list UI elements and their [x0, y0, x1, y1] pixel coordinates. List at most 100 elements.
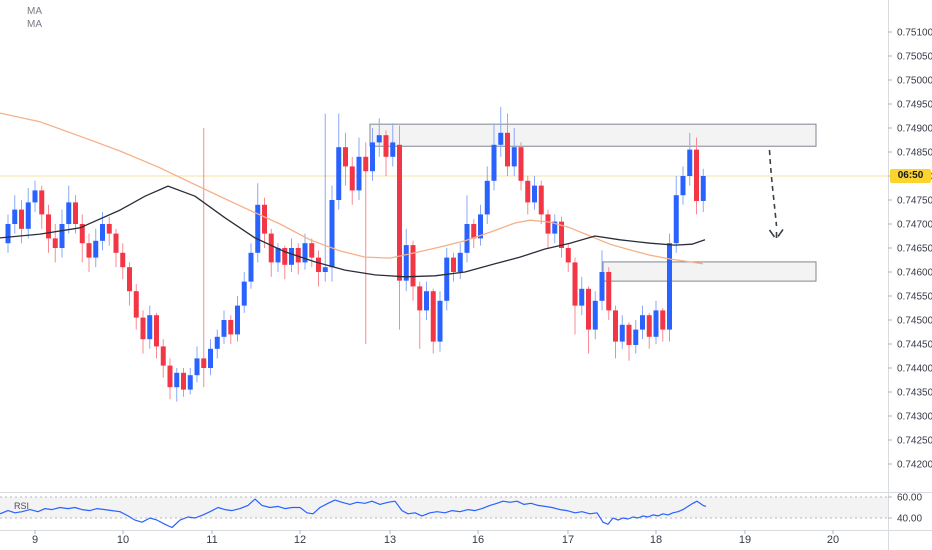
candle-body: [592, 300, 598, 330]
candle: [518, 142, 524, 191]
candle: [46, 204, 51, 253]
candle-body: [484, 180, 490, 215]
candle: [201, 128, 207, 388]
candle-body: [32, 190, 38, 203]
candle: [471, 219, 477, 248]
candle: [511, 128, 517, 176]
price-tick-label: 0.74600: [897, 268, 932, 279]
candle-body: [133, 291, 139, 318]
rsi-tick-label: 40.00: [897, 514, 922, 525]
candle-body: [73, 202, 78, 224]
time-axis[interactable]: 9 10 11 12 13 16 17 18 19 20: [32, 530, 839, 546]
candle: [133, 284, 139, 330]
demand-zone-rect[interactable]: [602, 261, 817, 282]
legend-ma-1[interactable]: MA: [27, 6, 42, 17]
candle: [633, 320, 639, 354]
candle-body: [586, 288, 591, 330]
candle-body: [19, 209, 24, 229]
candle: [214, 329, 220, 359]
rsi-legend-label[interactable]: RSI: [14, 501, 30, 511]
arrow-annotation[interactable]: [768, 149, 784, 238]
candle-body: [228, 320, 234, 335]
candle: [667, 233, 672, 342]
price-axis[interactable]: 0.75100 0.75050 0.75000 0.74950 0.74900 0.748…: [888, 28, 932, 525]
candle: [673, 176, 679, 253]
candle: [687, 132, 693, 186]
candle-body: [160, 346, 166, 366]
candle-body: [349, 166, 355, 191]
candle-body: [383, 135, 389, 157]
candle: [295, 243, 301, 275]
candle: [316, 250, 321, 287]
candle-body: [214, 336, 220, 349]
candle: [39, 185, 45, 229]
candle: [160, 339, 166, 378]
candle: [484, 166, 490, 224]
candle: [653, 300, 659, 344]
candle: [309, 238, 315, 268]
candle-body: [545, 214, 551, 234]
ma-black-line: [0, 185, 706, 278]
candle: [457, 243, 463, 280]
supply-zone-rect[interactable]: [369, 123, 817, 147]
candle-body: [538, 185, 544, 215]
price-tick-label: 0.74400: [897, 364, 932, 375]
price-tick-label: 0.74550: [897, 292, 932, 303]
candle-body: [147, 315, 153, 340]
candle: [424, 281, 429, 320]
candle-body: [12, 209, 18, 224]
candle: [606, 267, 612, 320]
price-tick-label: 0.74850: [897, 148, 932, 159]
candle-body: [646, 315, 652, 337]
candle-body: [498, 132, 504, 145]
candle-body: [471, 224, 477, 239]
candle: [417, 281, 423, 349]
candle: [329, 185, 335, 282]
candle-body: [478, 214, 483, 239]
candle-body: [100, 224, 105, 241]
candle: [154, 312, 159, 359]
candle: [403, 228, 409, 292]
candle-body: [464, 224, 470, 253]
candle: [66, 185, 72, 234]
candle-body: [397, 144, 402, 281]
countdown-price-label: 06:50: [890, 169, 931, 183]
candle-body: [174, 372, 180, 388]
candle-body: [248, 252, 254, 282]
candle-body: [417, 286, 423, 311]
arrow-shaft: [768, 149, 778, 227]
candle-body: [559, 221, 564, 248]
time-tick-label: 19: [739, 534, 751, 546]
candle: [532, 176, 537, 210]
time-tick-label: 10: [117, 534, 129, 546]
candle-body: [403, 245, 409, 281]
candle-body: [552, 221, 558, 234]
candles-series: [5, 106, 706, 402]
candle-body: [687, 149, 693, 176]
candle-body: [282, 248, 288, 265]
candle-body: [181, 372, 186, 390]
candle-body: [39, 190, 45, 215]
candle: [343, 132, 348, 186]
candle-body: [295, 248, 301, 263]
candle: [552, 214, 558, 244]
candle-body: [633, 329, 639, 345]
candle-body: [565, 248, 571, 263]
candle-body: [579, 288, 585, 306]
candle-body: [626, 324, 632, 345]
rsi-line: [0, 498, 707, 529]
candle-body: [208, 348, 213, 368]
candle: [106, 216, 112, 246]
candle-body: [525, 180, 531, 203]
candle-body: [289, 248, 294, 265]
candle: [646, 312, 652, 349]
candle-body: [619, 324, 625, 342]
candle-body: [532, 185, 537, 203]
legend-ma-2[interactable]: MA: [27, 19, 42, 30]
candle-body: [59, 224, 65, 248]
ma-orange-line: [0, 112, 704, 265]
candle: [268, 228, 274, 277]
candle-body: [322, 267, 328, 272]
candle-body: [275, 248, 281, 263]
